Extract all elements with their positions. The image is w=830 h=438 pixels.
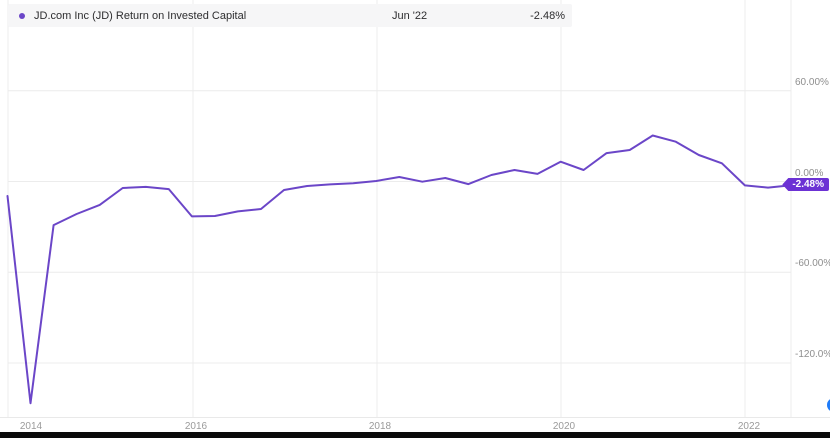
- edge-button[interactable]: [827, 398, 830, 412]
- x-axis-label: 2018: [368, 421, 392, 432]
- bottom-bar: [0, 432, 830, 438]
- tooltip-value: -2.48%: [530, 9, 565, 22]
- axis-bottom-border: [0, 417, 830, 418]
- x-axis-label: 2014: [19, 421, 43, 432]
- y-axis-label: -60.00%: [795, 258, 830, 269]
- x-axis-label: 2022: [737, 421, 761, 432]
- tooltip-date: Jun '22: [392, 9, 428, 22]
- y-axis-label: 0.00%: [795, 168, 824, 179]
- legend-bar: JD.com Inc (JD) Return on Invested Capit…: [8, 4, 572, 27]
- series-bullet-icon: [19, 12, 25, 19]
- y-axis-label: 60.00%: [795, 77, 829, 88]
- roic-line-series[interactable]: [6, 134, 792, 405]
- x-axis-label: 2020: [552, 421, 576, 432]
- series-label: JD.com Inc (JD) Return on Invested Capit…: [34, 9, 247, 22]
- y-axis-label: -120.0%: [795, 349, 830, 360]
- last-value-badge: -2.48%: [782, 178, 829, 191]
- x-axis-label: 2016: [184, 421, 208, 432]
